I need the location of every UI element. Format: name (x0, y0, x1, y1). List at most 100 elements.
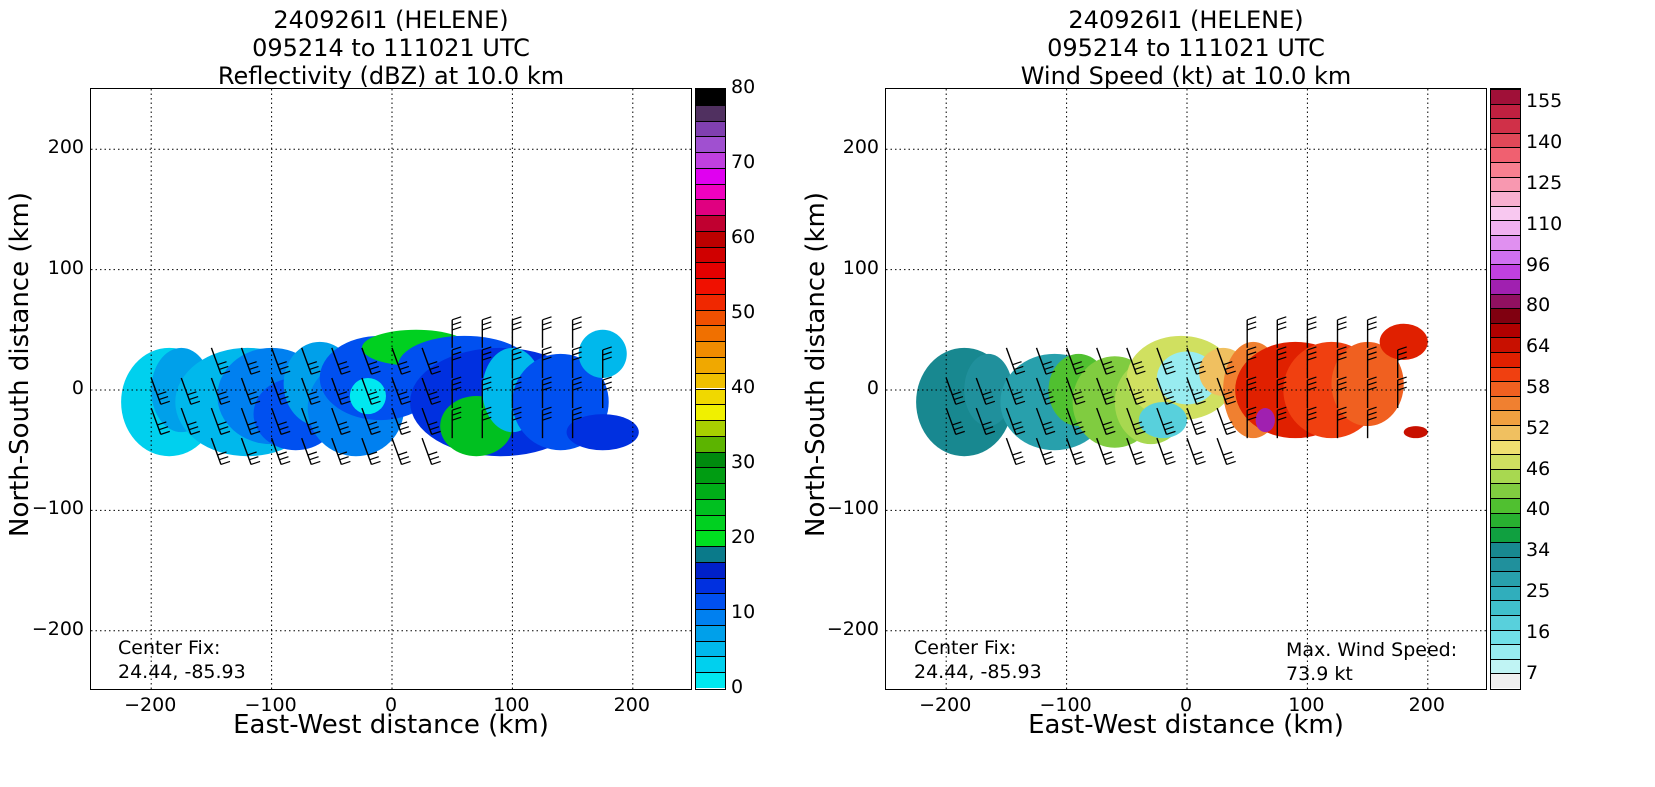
wind-barb (541, 316, 552, 348)
colorbar-segment (696, 246, 725, 263)
wind-barb (210, 347, 231, 375)
colorbar-segment (1491, 658, 1520, 674)
colorbar-tick-label: 20 (731, 526, 756, 548)
center-fix-value: 24.44, -85.93 (118, 661, 246, 683)
grid-lines (886, 89, 1486, 689)
colorbar (695, 88, 726, 690)
wind-barb (1276, 346, 1287, 378)
wind-barb (1336, 316, 1347, 348)
colorbar-segment (1491, 162, 1520, 177)
colorbar-segment (696, 467, 725, 484)
wind-barb (1246, 346, 1257, 378)
wind-barb (1126, 377, 1146, 405)
wind-barb (1366, 346, 1377, 378)
center-fix-label: Center Fix: (118, 637, 221, 659)
colorbar-segment (696, 404, 725, 420)
title-line-2: 095214 to 111021 UTC (1047, 34, 1325, 62)
colorbar-segment (1491, 176, 1520, 192)
colorbar-tick-label: 34 (1526, 539, 1551, 562)
colorbar-segment (1491, 600, 1520, 615)
colorbar-tick-label: 25 (1526, 580, 1551, 603)
wind-barb (1156, 437, 1176, 466)
colorbar-segment (696, 309, 725, 326)
wind-barb (421, 377, 441, 405)
wind-speed-field (886, 89, 1486, 689)
wind-barb (1276, 406, 1287, 439)
title-line-3: Reflectivity (dBZ) at 10.0 km (217, 62, 565, 90)
x-tick-label: 100 (493, 694, 530, 716)
colorbar-segment (696, 262, 725, 279)
wind-barb (331, 347, 351, 375)
wind-barb (1096, 407, 1116, 435)
colorbar-segment (696, 152, 725, 168)
wind-barb (1186, 407, 1206, 435)
wind-barb (1126, 437, 1146, 466)
colorbar-tick-label: 80 (731, 76, 756, 98)
chart-title: 240926I1 (HELENE) 095214 to 111021 UTC R… (90, 6, 692, 90)
wind-barb (1005, 377, 1026, 405)
center-fix-annotation: Center Fix: 24.44, -85.93 (914, 636, 1042, 684)
wind-barb (451, 406, 462, 439)
wind-barb (1096, 347, 1116, 375)
colorbar-segment (696, 435, 725, 452)
x-tick-label: 100 (1288, 694, 1325, 716)
wind-barb (331, 407, 351, 435)
wind-barb (240, 407, 261, 435)
wind-barb (1156, 407, 1176, 435)
colorbar-segment (696, 136, 725, 153)
wind-barb (421, 437, 441, 466)
colorbar-segment (696, 356, 725, 373)
wind-barb (541, 346, 552, 378)
center-fix-value: 24.44, -85.93 (914, 661, 1042, 683)
colorbar-segment (696, 624, 725, 641)
wind-barb (1366, 376, 1377, 409)
colorbar-tick-label: 64 (1526, 335, 1551, 358)
colorbar-segment (696, 199, 725, 216)
max-wind-label: Max. Wind Speed: (1286, 639, 1458, 661)
colorbar-segment (1491, 541, 1520, 557)
field-blob (1255, 408, 1275, 433)
y-tick-label: −100 (826, 497, 879, 520)
colorbar-segment (1491, 118, 1520, 133)
wind-barb (1246, 376, 1257, 409)
wind-barbs (150, 316, 612, 466)
wind-barb (541, 376, 552, 409)
colorbar-segment (696, 609, 725, 625)
colorbar-segment (696, 183, 725, 200)
wind-barb (391, 437, 411, 466)
wind-barb (945, 407, 965, 435)
wind-barb (1276, 316, 1287, 348)
colorbar-segment (1491, 644, 1520, 659)
wind-barb (210, 407, 231, 435)
colorbar-segment (696, 120, 725, 137)
colorbar-segment (1491, 439, 1520, 455)
colorbar-segment (1491, 454, 1520, 469)
colorbar-tick-label: 140 (1526, 131, 1563, 154)
wind-barb (451, 346, 462, 378)
colorbar-segment (696, 167, 725, 184)
wind-barb (1035, 347, 1056, 375)
wind-barb (1126, 407, 1146, 435)
colorbar-tick-label: 60 (731, 226, 756, 248)
wind-barb (1246, 316, 1257, 348)
colorbar-segment (1491, 673, 1520, 688)
field-blob (566, 414, 639, 451)
y-tick-label: 0 (866, 377, 879, 399)
colorbar-tick-label: 96 (1526, 253, 1551, 276)
x-axis-label: East-West distance (km) (1028, 710, 1344, 740)
colorbar-segment (1491, 132, 1520, 148)
y-tick-label: 100 (47, 256, 84, 279)
colorbar-segment (696, 483, 725, 499)
colorbar-tick-label: 110 (1526, 212, 1563, 235)
wind-barb (361, 437, 381, 466)
wind-barb (1186, 437, 1206, 466)
wind-barb (481, 406, 492, 439)
wind-barb (1156, 347, 1176, 375)
colorbar-tick-label: 7 (1526, 661, 1539, 684)
colorbar-segment (696, 420, 725, 436)
reflectivity-panel: 240926I1 (HELENE) 095214 to 111021 UTC R… (0, 0, 800, 787)
wind-barb (1005, 407, 1026, 435)
max-wind-value: 73.9 kt (1286, 663, 1353, 685)
wind-barb (301, 437, 321, 466)
colorbar-segment (1491, 220, 1520, 236)
